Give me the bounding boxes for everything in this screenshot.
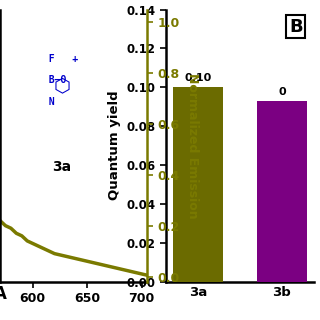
- Y-axis label: Normalized Emission: Normalized Emission: [186, 73, 199, 219]
- Bar: [173, 87, 223, 282]
- Bar: [257, 101, 307, 282]
- Text: 0: 0: [278, 87, 286, 97]
- Text: B—O: B—O: [37, 75, 66, 85]
- Text: 0.10: 0.10: [185, 73, 212, 84]
- Text: B: B: [289, 18, 303, 36]
- Text: 3a: 3a: [52, 160, 71, 174]
- Text: F   +: F +: [37, 53, 78, 64]
- Y-axis label: Quantum yield: Quantum yield: [108, 91, 121, 200]
- Text: ⬡: ⬡: [53, 76, 70, 95]
- Text: N: N: [37, 97, 54, 107]
- Text: A: A: [0, 285, 7, 303]
